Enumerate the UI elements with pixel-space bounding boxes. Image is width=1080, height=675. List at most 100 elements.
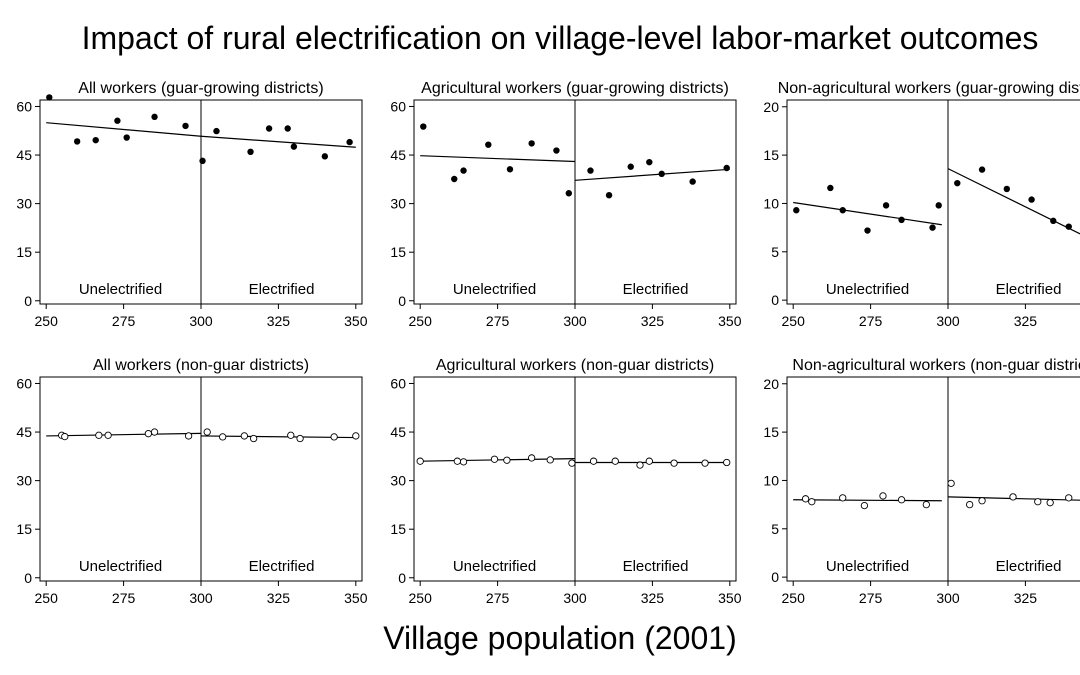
- panel-title: All workers (non-guar districts): [93, 357, 309, 374]
- x-tick-label: 325: [1014, 590, 1038, 606]
- x-tick-label: 275: [486, 313, 510, 329]
- region-label-unelectrified: Unelectrified: [453, 558, 536, 575]
- data-point: [73, 138, 81, 145]
- data-point: [1028, 196, 1035, 203]
- data-point: [898, 216, 905, 224]
- fit-line: [793, 201, 942, 226]
- data-point: [553, 147, 560, 154]
- x-tick-label: 325: [1014, 313, 1038, 329]
- x-tick-label: 250: [782, 313, 806, 329]
- y-tick-label: 45: [16, 424, 32, 440]
- data-point: [114, 117, 121, 124]
- panel-title: Non-agricultural workers (guar-growing d…: [778, 80, 1080, 97]
- data-point: [839, 207, 846, 214]
- x-tick-label: 300: [936, 590, 960, 606]
- data-point: [589, 457, 598, 465]
- y-tick-label: 15: [390, 521, 406, 537]
- data-point: [104, 431, 112, 439]
- chart-panel-4: All workers (non-guar districts) 0 15 30 45 6…: [16, 357, 367, 606]
- data-point: [801, 495, 810, 503]
- x-tick-label: 250: [35, 590, 59, 606]
- panel-title: Agricultural workers (non-guar districts…: [436, 357, 714, 374]
- data-point: [416, 457, 424, 465]
- y-tick-label: 10: [763, 195, 779, 211]
- data-point: [827, 184, 834, 192]
- y-tick-label: 45: [16, 147, 32, 163]
- data-point: [935, 202, 942, 209]
- data-point: [1034, 498, 1042, 506]
- data-point: [808, 498, 816, 506]
- data-point: [1046, 499, 1054, 507]
- data-point: [346, 138, 353, 146]
- x-tick-label: 300: [189, 313, 213, 329]
- data-point: [287, 431, 295, 439]
- region-label-electrified: Electrified: [249, 281, 315, 298]
- y-tick-label: 0: [24, 570, 32, 586]
- data-point: [459, 458, 468, 466]
- data-point: [503, 456, 511, 464]
- data-point: [144, 430, 153, 438]
- data-point: [701, 459, 709, 467]
- data-point: [605, 192, 613, 199]
- region-label-electrified: Electrified: [996, 558, 1062, 575]
- y-tick-label: 45: [390, 147, 406, 163]
- y-tick-label: 30: [390, 196, 406, 212]
- x-axis-title: Village population (2001): [383, 620, 737, 656]
- region-label-electrified: Electrified: [623, 281, 689, 298]
- x-tick-label: 300: [936, 313, 960, 329]
- data-point: [1009, 493, 1017, 501]
- data-point: [670, 459, 678, 467]
- y-tick-label: 15: [390, 244, 406, 260]
- figure-title: Impact of rural electrification on villa…: [81, 20, 1039, 56]
- data-point: [321, 153, 329, 160]
- data-point: [528, 454, 536, 462]
- x-tick-label: 300: [563, 590, 587, 606]
- region-label-unelectrified: Unelectrified: [826, 281, 909, 298]
- data-point: [453, 457, 461, 465]
- data-point: [352, 432, 360, 440]
- fit-line: [420, 155, 576, 163]
- y-tick-label: 60: [16, 375, 32, 391]
- y-tick-label: 60: [390, 375, 406, 391]
- data-point: [611, 457, 619, 465]
- x-tick-label: 300: [563, 313, 587, 329]
- y-tick-label: 10: [763, 472, 779, 488]
- data-point: [1065, 494, 1073, 502]
- x-tick-label: 300: [189, 590, 213, 606]
- x-tick-label: 350: [718, 313, 742, 329]
- data-point: [420, 123, 427, 130]
- y-tick-label: 45: [390, 424, 406, 440]
- data-point: [1050, 217, 1057, 225]
- data-point: [249, 434, 258, 443]
- data-point: [645, 457, 653, 465]
- fit-line: [200, 135, 356, 148]
- region-label-electrified: Electrified: [623, 558, 689, 575]
- data-point: [947, 479, 955, 488]
- x-tick-label: 275: [112, 590, 136, 606]
- data-point: [460, 167, 467, 174]
- data-point: [636, 461, 644, 469]
- x-tick-label: 350: [344, 313, 368, 329]
- y-tick-label: 5: [771, 521, 779, 537]
- data-point: [587, 167, 594, 174]
- data-point: [240, 432, 248, 440]
- fit-line: [46, 432, 202, 437]
- data-point: [929, 224, 936, 231]
- data-point: [203, 428, 211, 436]
- data-point: [330, 433, 338, 441]
- data-point: [978, 497, 986, 505]
- data-point: [568, 459, 576, 467]
- data-point: [92, 136, 99, 144]
- data-point: [290, 143, 298, 150]
- y-tick-label: 0: [24, 293, 32, 309]
- data-point: [954, 179, 961, 187]
- data-point: [546, 456, 554, 464]
- plot-frame: [786, 99, 1080, 305]
- data-point: [247, 148, 254, 156]
- data-point: [151, 113, 158, 121]
- fit-line: [574, 168, 730, 181]
- x-tick-label: 350: [718, 590, 742, 606]
- y-tick-label: 20: [763, 376, 779, 392]
- fit-line: [46, 122, 202, 137]
- fit-line: [947, 168, 1080, 235]
